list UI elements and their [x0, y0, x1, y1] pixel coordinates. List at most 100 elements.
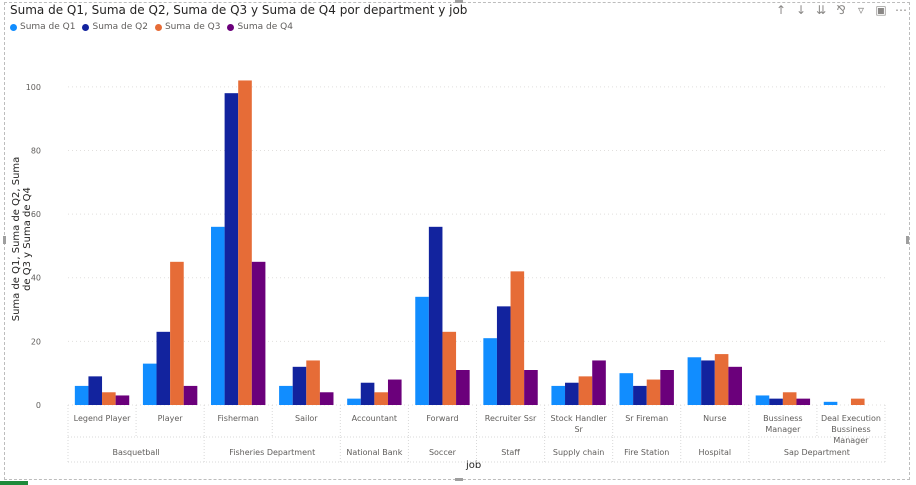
bar — [496, 306, 511, 405]
group-label: Fire Station — [624, 448, 669, 457]
bar — [755, 395, 770, 405]
x-tick-label-line: Manager — [833, 436, 869, 445]
x-tick-label-line: Deal Execution — [821, 414, 881, 423]
group-label: Basquetball — [112, 448, 159, 457]
x-tick-label-line: Forward — [426, 414, 458, 423]
bar — [850, 398, 865, 405]
arrow-up-icon[interactable]: ↑ — [775, 3, 787, 17]
group-label: Fisheries Department — [229, 448, 315, 457]
x-tick-label: Stock Handler Sr — [551, 414, 608, 434]
x-tick-label: Fisherman — [218, 414, 259, 423]
bar — [74, 385, 89, 405]
x-tick-label: Nurse — [703, 414, 727, 423]
x-tick-label-line: Sailor — [295, 414, 318, 423]
legend-dot-q3 — [154, 23, 162, 31]
filter-icon[interactable]: ▿ — [857, 3, 865, 17]
group-label: Sap Department — [784, 448, 850, 457]
resize-handle-left[interactable] — [3, 236, 6, 244]
x-tick-label: Player — [158, 414, 184, 423]
bar — [251, 261, 266, 405]
x-tick-label-line: Recruiter Ssr — [485, 414, 537, 423]
bar — [714, 354, 729, 405]
group-label: National Bank — [346, 448, 402, 457]
bar — [279, 385, 293, 405]
y-tick-label: 0 — [36, 401, 41, 410]
bar — [823, 401, 838, 405]
legend-item-q3[interactable]: Suma de Q3 — [154, 22, 220, 32]
x-tick-label: Recruiter Ssr — [485, 414, 537, 423]
legend-item-q1[interactable]: Suma de Q1 — [10, 22, 75, 32]
x-tick-label: Legend Player — [74, 414, 132, 423]
focus-mode-icon[interactable]: ▣ — [875, 3, 887, 17]
legend: Suma de Q1 Suma de Q2 Suma de Q3 Suma de… — [10, 22, 293, 32]
bar — [360, 382, 375, 405]
expand-hierarchy-icon[interactable]: ⅋ — [836, 3, 846, 17]
bar — [292, 366, 307, 405]
y-tick-label: 20 — [31, 337, 41, 346]
x-tick-label: Bussiness Manager — [763, 414, 802, 434]
bar — [102, 392, 116, 405]
x-tick-label-line: Sr — [574, 425, 583, 434]
more-options-icon[interactable]: ⋯ — [895, 3, 907, 17]
group-label: Supply chain — [553, 448, 604, 457]
resize-handle-top[interactable] — [455, 0, 463, 3]
y-tick-label: 100 — [26, 83, 41, 92]
legend-item-q2[interactable]: Suma de Q2 — [82, 22, 148, 32]
x-tick-label-line: Manager — [765, 425, 801, 434]
bar — [578, 376, 593, 405]
bar — [428, 226, 443, 405]
arrow-down-icon[interactable]: ↓ — [795, 3, 807, 17]
x-tick-label: Accountant — [352, 414, 397, 423]
bar — [347, 398, 361, 405]
bar — [483, 338, 497, 405]
chart-title: Suma de Q1, Suma de Q2, Suma de Q3 y Sum… — [10, 3, 468, 17]
bar — [224, 93, 239, 405]
bar — [142, 363, 157, 405]
x-tick-label: Sr Fireman — [625, 414, 668, 423]
resize-handle-right[interactable] — [906, 236, 909, 244]
bar — [170, 261, 184, 405]
x-tick-label-line: Legend Player — [74, 414, 132, 423]
bar — [565, 382, 579, 405]
x-tick-label: Sailor — [295, 414, 318, 423]
bar — [156, 331, 171, 405]
bar — [592, 360, 606, 405]
legend-dot-q2 — [82, 23, 90, 31]
x-tick-label-line: Accountant — [352, 414, 397, 423]
bar — [660, 370, 674, 405]
bar — [442, 331, 457, 405]
legend-label-q2: Suma de Q2 — [92, 22, 148, 32]
resize-handle-bottom[interactable] — [455, 478, 463, 481]
bar — [551, 385, 566, 405]
x-tick-label-line: Bussiness — [763, 414, 802, 423]
x-axis-title: job — [466, 460, 482, 471]
bar — [728, 366, 742, 405]
double-arrow-down-icon[interactable]: ⇊ — [815, 3, 827, 17]
bar — [238, 80, 252, 406]
legend-label-q4: Suma de Q4 — [237, 22, 293, 32]
x-tick-label-line: Stock Handler — [551, 414, 608, 423]
bar — [211, 226, 225, 405]
bar — [619, 373, 634, 405]
bar — [782, 392, 797, 405]
bar — [374, 392, 388, 405]
bar — [387, 379, 402, 405]
bar — [88, 376, 103, 405]
bar — [769, 398, 783, 405]
bar — [633, 385, 647, 405]
bar — [319, 392, 334, 405]
x-tick-label: Forward — [426, 414, 458, 423]
legend-dot-q1 — [10, 23, 17, 31]
bar — [687, 357, 702, 405]
bar — [796, 398, 811, 405]
legend-label-q1: Suma de Q1 — [20, 22, 76, 32]
legend-item-q4[interactable]: Suma de Q4 — [227, 22, 293, 32]
bar — [115, 395, 130, 405]
x-tick-label-line: Nurse — [703, 414, 727, 423]
x-tick-label-line: Bussiness — [831, 425, 870, 434]
x-tick-label-line: Player — [158, 414, 184, 423]
group-label: Hospital — [698, 448, 731, 457]
x-tick-label: Deal Execution Bussiness Manager — [821, 414, 881, 445]
group-label: Staff — [501, 448, 520, 457]
